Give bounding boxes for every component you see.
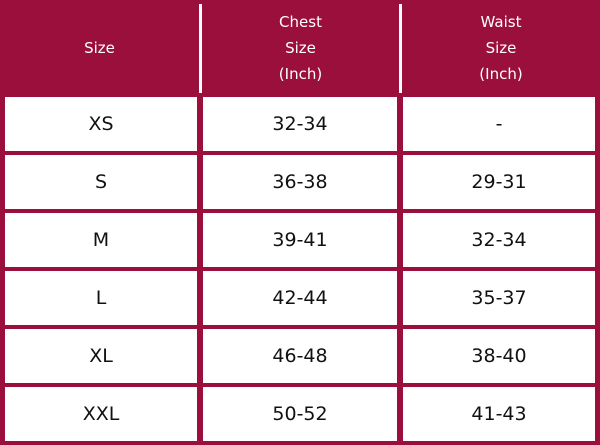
table-cell: L <box>5 271 197 325</box>
table-cell: 50-52 <box>203 387 397 441</box>
header-divider <box>399 4 402 93</box>
table-cell: 32-34 <box>203 97 397 151</box>
header-cell: Waist Size (Inch) <box>402 0 600 95</box>
table-cell: 38-40 <box>403 329 595 383</box>
header-text: Size <box>485 38 517 57</box>
header-cell: Chest Size (Inch) <box>202 0 399 95</box>
header-text: (Inch) <box>278 64 323 83</box>
header-divider <box>199 4 202 93</box>
table-cell: 46-48 <box>203 329 397 383</box>
table-cell: 35-37 <box>403 271 595 325</box>
header-text: Chest <box>279 12 322 31</box>
header-text: Waist <box>480 12 522 31</box>
table-cell: 36-38 <box>203 155 397 209</box>
header-text: Size <box>285 38 316 57</box>
table-cell: 41-43 <box>403 387 595 441</box>
header-cell: Size <box>0 0 199 95</box>
table-cell: 42-44 <box>203 271 397 325</box>
table-cell: XS <box>5 97 197 151</box>
table-cell: S <box>5 155 197 209</box>
table-cell: - <box>403 97 595 151</box>
header-text: Size <box>84 38 115 57</box>
table-cell: XXL <box>5 387 197 441</box>
header-text: (Inch) <box>479 64 523 83</box>
table-cell: 39-41 <box>203 213 397 267</box>
table-cell: XL <box>5 329 197 383</box>
table-cell: 29-31 <box>403 155 595 209</box>
table-cell: 32-34 <box>403 213 595 267</box>
table-cell: M <box>5 213 197 267</box>
